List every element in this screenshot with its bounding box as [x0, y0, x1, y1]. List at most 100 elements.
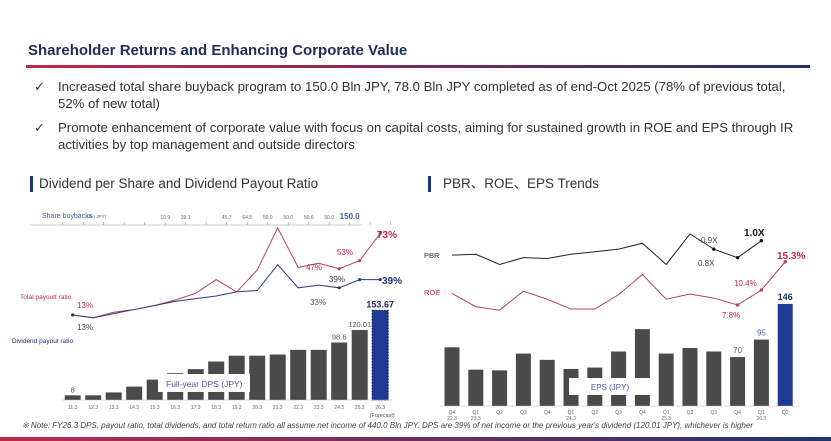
data-point: [759, 288, 764, 292]
x-tick-label: 22.3: [293, 405, 303, 411]
total-payout-line: [72, 226, 381, 319]
x-tick-label: Q3: [710, 410, 717, 416]
x-tick-label: 20.3: [252, 405, 262, 411]
x-tick-label: Q1: [568, 410, 575, 416]
x-tick-label: 25.3: [355, 405, 365, 411]
x-tick-year: 24.3: [566, 416, 576, 422]
buyback-value: 50.0: [283, 215, 293, 221]
dps-label-box: [158, 374, 250, 392]
dividend-payout-data-label: 33%: [310, 298, 326, 307]
dividend-payout-line: [72, 263, 381, 319]
eps-data-label: 70: [733, 346, 742, 355]
pbr-data-label: 1.0X: [744, 228, 765, 239]
dps-data-label: 8: [71, 385, 75, 394]
dps-bar: [105, 392, 122, 400]
eps-bar: [777, 303, 793, 406]
footnote: ※ Note: FY26.3 DPS, payout ratio, total …: [22, 421, 753, 430]
data-point: [358, 278, 362, 282]
x-tick-label: 24.3: [334, 405, 344, 411]
total-payout-data-label: 47%: [306, 263, 322, 272]
roe-data-label: 7.8%: [722, 311, 740, 320]
dividend-payout-legend: Dividend payout ratio: [12, 338, 73, 345]
bullet-item: ✓ Increased total share buyback program …: [34, 78, 804, 112]
roe-legend: ROE: [424, 288, 440, 297]
x-tick-label: 23.3: [314, 405, 324, 411]
dps-bar: [331, 342, 348, 400]
check-icon: ✓: [34, 120, 46, 135]
x-tick-label: Q1: [758, 410, 765, 416]
dps-bar: [351, 330, 368, 400]
eps-label-box: [569, 378, 651, 395]
dividend-payout-data-label: 39%: [329, 275, 345, 284]
eps-bar: [468, 369, 484, 406]
data-point: [71, 313, 75, 317]
x-tick-label: 13.3: [109, 405, 119, 411]
x-tick-label: 12.3: [88, 405, 98, 411]
total-payout-legend: Total payoutt ratio: [20, 294, 72, 301]
x-tick-label: 26.3: [375, 405, 385, 411]
x-tick-label: Q3: [615, 410, 622, 416]
footer-divider: [0, 437, 831, 441]
dividend-payout-data-label: 39%: [382, 276, 402, 287]
x-tick-label: 19.3: [232, 405, 242, 411]
dps-bar: [290, 349, 307, 400]
eps-data-label: 95: [757, 329, 766, 338]
data-point: [378, 278, 382, 282]
x-tick-label: Q2: [687, 410, 694, 416]
x-tick-label: 17.3: [191, 405, 201, 411]
pbr-chart-title: PBR、ROE、EPS Trends: [428, 176, 599, 192]
x-tick-label: Q4: [449, 410, 456, 416]
x-tick-label: 18.3: [211, 405, 221, 411]
eps-bar: [658, 353, 674, 406]
eps-bar: [515, 353, 531, 406]
data-point: [735, 255, 740, 260]
eps-bar: [730, 357, 746, 406]
dps-data-label: 98.6: [332, 333, 347, 342]
roe-data-label: 15.3%: [777, 251, 805, 262]
buyback-value: 50.0: [304, 215, 314, 221]
buyback-value: 45.7: [222, 215, 232, 221]
buyback-value: 39.1: [181, 215, 191, 221]
title-divider: [26, 65, 810, 68]
eps-bar: [706, 351, 722, 406]
buyback-unit: (Bln JPY): [87, 214, 107, 219]
x-tick-year: 25.3: [661, 416, 671, 422]
data-point: [358, 259, 362, 263]
x-tick-label: Q1: [663, 410, 670, 416]
total-payout-data-label: 13%: [77, 301, 93, 310]
dividend-chart-title: Dividend per Share and Dividend Payout R…: [30, 176, 318, 192]
x-tick-label: Q2: [782, 410, 789, 416]
x-tick-label: 16.3: [170, 405, 180, 411]
data-point: [337, 267, 341, 271]
x-tick-label: Q3: [520, 410, 527, 416]
x-tick-year: 22.3: [447, 416, 457, 422]
x-tick-label: 14.3: [129, 405, 139, 411]
dps-bar: [269, 354, 286, 400]
data-point: [337, 286, 341, 290]
dividend-payout-data-label: 13%: [77, 323, 93, 332]
eps-bar: [492, 370, 508, 406]
eps-bar: [682, 347, 698, 406]
pbr-data-label: 0.9X: [701, 236, 718, 245]
eps-data-label: 146: [778, 292, 793, 302]
forecast-label: (Forecast): [370, 413, 395, 419]
dps-bar: [85, 395, 102, 400]
data-point: [378, 231, 382, 235]
dps-bar: [64, 395, 81, 400]
data-point: [759, 238, 764, 243]
pbr-legend: PBR: [424, 251, 440, 260]
page-title: Shareholder Returns and Enhancing Corpor…: [28, 42, 408, 59]
x-tick-year: 23.3: [471, 416, 481, 422]
total-payout-data-label: 73%: [377, 230, 397, 241]
x-tick-label: 21.3: [273, 405, 283, 411]
eps-series-label: EPS (JPY): [591, 383, 630, 392]
data-point: [783, 260, 787, 264]
x-tick-label: 11.3: [68, 405, 78, 411]
dps-bar: [310, 349, 327, 400]
pbr-line: [451, 233, 762, 266]
buyback-value: 64.5: [242, 215, 252, 221]
dps-bar: [126, 386, 143, 400]
data-point: [712, 247, 716, 251]
x-tick-label: Q4: [639, 410, 646, 416]
dps-data-label: 153.67: [366, 299, 394, 309]
